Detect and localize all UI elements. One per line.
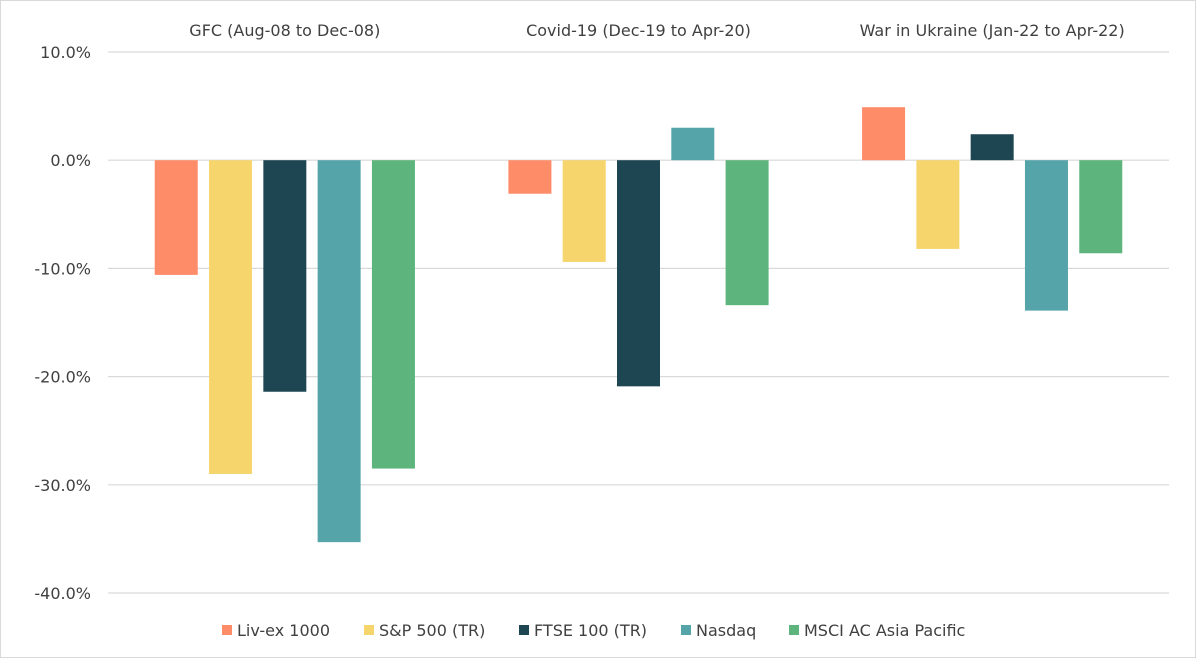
bar <box>508 160 552 194</box>
bar <box>1024 160 1068 311</box>
legend-label: FTSE 100 (TR) <box>534 621 647 640</box>
bar <box>263 160 307 392</box>
y-tick-label: 10.0% <box>40 43 91 62</box>
bar <box>970 134 1014 161</box>
y-tick-label: -10.0% <box>34 259 91 278</box>
category-label: GFC (Aug-08 to Dec-08) <box>189 21 380 40</box>
legend-swatch <box>222 625 232 635</box>
category-label: War in Ukraine (Jan-22 to Apr-22) <box>860 21 1125 40</box>
legend-swatch <box>789 625 799 635</box>
legend-swatch <box>519 625 529 635</box>
bar <box>317 160 361 543</box>
bar <box>154 160 198 275</box>
y-tick-label: -40.0% <box>34 584 91 603</box>
legend: Liv-ex 1000 S&P 500 (TR) FTSE 100 (TR) Nasd… <box>222 621 965 640</box>
bar <box>725 160 769 306</box>
bar <box>562 160 606 262</box>
legend-label: S&P 500 (TR) <box>379 621 485 640</box>
y-tick-label: -20.0% <box>34 368 91 387</box>
legend-label: Liv-ex 1000 <box>237 621 330 640</box>
bar <box>671 127 715 161</box>
bar <box>1079 160 1123 254</box>
bar <box>916 160 960 249</box>
bar <box>209 160 253 474</box>
category-labels: GFC (Aug-08 to Dec-08) Covid-19 (Dec-19 t… <box>189 21 1124 40</box>
y-tick-label: 0.0% <box>50 151 91 170</box>
legend-swatch <box>364 625 374 635</box>
y-axis-tick-labels: 10.0% 0.0% -10.0% -20.0% -30.0% -40.0% <box>34 43 91 603</box>
legend-label: Nasdaq <box>696 621 756 640</box>
bar <box>617 160 660 387</box>
legend-label: MSCI AC Asia Pacific <box>804 621 965 640</box>
bar <box>862 107 906 161</box>
legend-swatch <box>681 625 691 635</box>
bar <box>371 160 415 469</box>
bars <box>154 107 1123 543</box>
category-label: Covid-19 (Dec-19 to Apr-20) <box>526 21 751 40</box>
y-tick-label: -30.0% <box>34 476 91 495</box>
